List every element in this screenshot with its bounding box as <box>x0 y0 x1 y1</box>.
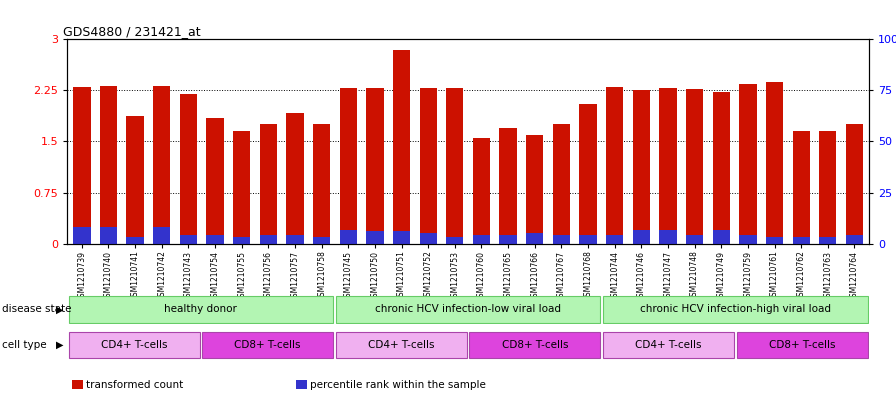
Bar <box>793 131 810 244</box>
Bar <box>737 332 868 358</box>
Bar <box>473 138 490 244</box>
Text: chronic HCV infection-low viral load: chronic HCV infection-low viral load <box>375 305 561 314</box>
Bar <box>633 230 650 244</box>
Bar <box>287 113 304 244</box>
Bar <box>180 94 197 244</box>
Text: CD8+ T-cells: CD8+ T-cells <box>769 340 836 350</box>
Bar <box>526 233 543 244</box>
Text: CD4+ T-cells: CD4+ T-cells <box>368 340 435 350</box>
Bar <box>153 227 170 244</box>
Text: chronic HCV infection-high viral load: chronic HCV infection-high viral load <box>640 305 831 314</box>
Bar <box>446 237 463 244</box>
Bar <box>819 237 837 244</box>
Text: CD4+ T-cells: CD4+ T-cells <box>100 340 168 350</box>
Bar <box>793 237 810 244</box>
Bar <box>366 88 383 244</box>
Text: GDS4880 / 231421_at: GDS4880 / 231421_at <box>64 25 201 38</box>
Bar <box>73 87 90 244</box>
Bar <box>99 227 117 244</box>
Bar <box>419 233 437 244</box>
Bar <box>313 237 331 244</box>
Bar <box>393 50 410 244</box>
Bar <box>686 89 703 244</box>
Bar <box>473 235 490 244</box>
Bar <box>766 237 783 244</box>
Bar <box>366 231 383 244</box>
Bar <box>580 104 597 244</box>
Bar <box>446 88 463 244</box>
Bar <box>180 235 197 244</box>
Bar <box>260 235 277 244</box>
Bar <box>659 88 676 244</box>
Text: cell type: cell type <box>2 340 47 350</box>
Bar <box>819 131 837 244</box>
Bar <box>340 88 357 244</box>
Bar <box>336 296 600 323</box>
Bar <box>712 92 730 244</box>
Bar <box>633 90 650 244</box>
Bar <box>526 135 543 244</box>
Bar <box>846 125 863 244</box>
Bar <box>419 88 437 244</box>
Bar <box>126 116 143 244</box>
Bar <box>206 118 224 244</box>
Bar <box>68 296 333 323</box>
Bar <box>846 235 863 244</box>
Bar <box>686 235 703 244</box>
Bar <box>73 227 90 244</box>
Text: percentile rank within the sample: percentile rank within the sample <box>310 380 486 390</box>
Bar <box>739 235 756 244</box>
Bar <box>313 125 331 244</box>
Bar <box>606 87 624 244</box>
Bar <box>202 332 333 358</box>
Bar <box>499 128 517 244</box>
Bar <box>553 125 570 244</box>
Bar <box>553 235 570 244</box>
Text: CD8+ T-cells: CD8+ T-cells <box>235 340 301 350</box>
Text: disease state: disease state <box>2 305 72 314</box>
Bar <box>68 332 200 358</box>
Bar <box>260 125 277 244</box>
Bar <box>153 86 170 244</box>
Bar <box>287 235 304 244</box>
Bar <box>233 237 250 244</box>
Bar <box>603 296 868 323</box>
Bar <box>126 237 143 244</box>
Text: transformed count: transformed count <box>86 380 184 390</box>
Bar <box>393 231 410 244</box>
Bar <box>766 81 783 244</box>
Bar <box>340 230 357 244</box>
Bar <box>603 332 734 358</box>
Text: healthy donor: healthy donor <box>164 305 237 314</box>
Bar <box>499 235 517 244</box>
Text: ▶: ▶ <box>56 340 64 350</box>
Text: CD8+ T-cells: CD8+ T-cells <box>502 340 568 350</box>
Bar <box>99 86 117 244</box>
Bar <box>606 235 624 244</box>
Text: ▶: ▶ <box>56 305 64 314</box>
Bar <box>470 332 600 358</box>
Bar <box>712 230 730 244</box>
Bar <box>580 235 597 244</box>
Bar <box>233 131 250 244</box>
Bar <box>739 84 756 244</box>
Bar <box>659 230 676 244</box>
Bar <box>206 235 224 244</box>
Bar <box>336 332 467 358</box>
Text: CD4+ T-cells: CD4+ T-cells <box>635 340 702 350</box>
